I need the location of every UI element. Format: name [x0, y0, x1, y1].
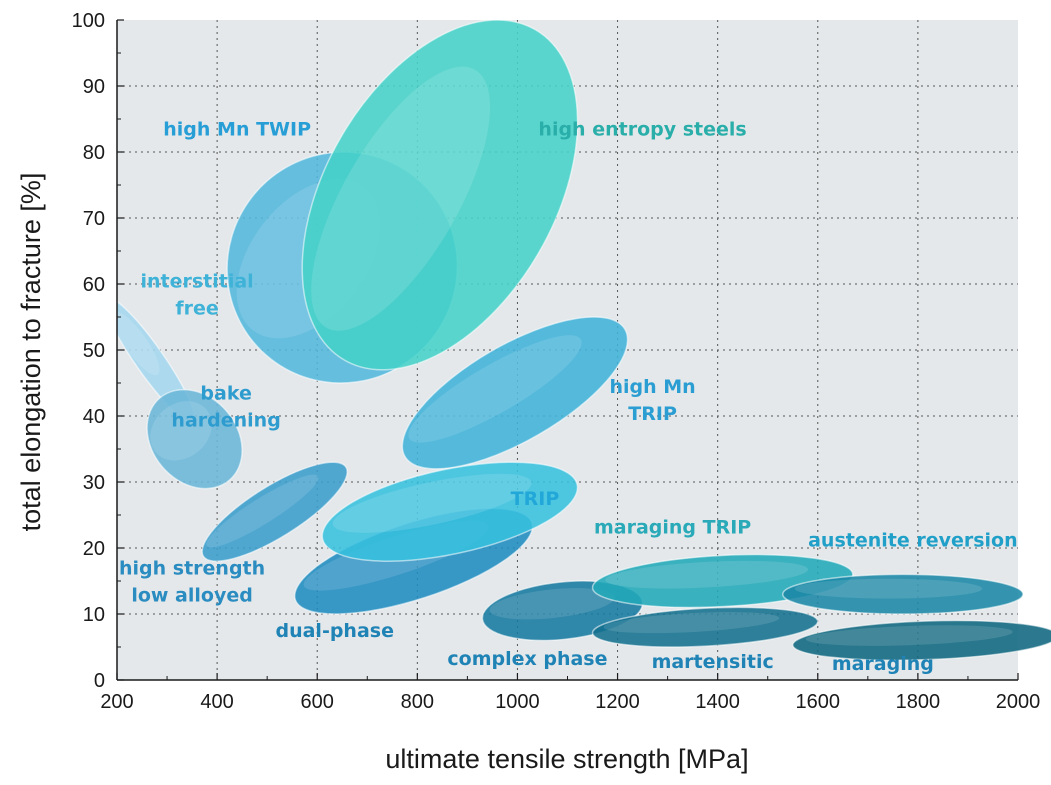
region-bake-hardening — [146, 388, 243, 490]
y-tick-label: 100 — [72, 10, 105, 32]
region-label: high Mn TRIP — [609, 376, 695, 425]
y-tick-label: 50 — [83, 340, 105, 362]
region-label: high strength low alloyed — [119, 557, 265, 606]
region-highlight — [605, 560, 809, 589]
region-highlight — [117, 311, 160, 376]
region-ellipse — [201, 461, 349, 562]
region-label: maraging — [832, 653, 934, 675]
y-tick-label: 30 — [83, 472, 105, 494]
y-tick-label: 70 — [83, 208, 105, 230]
region-label-line: complex phase — [447, 648, 607, 670]
x-tick-label: 1600 — [796, 691, 841, 713]
region-label: high entropy steels — [538, 119, 746, 141]
y-axis-title: total elongation to fracture [%] — [16, 173, 46, 532]
region-highlight — [206, 474, 319, 548]
region-label-line: high Mn TWIP — [163, 119, 311, 141]
region-label-line: hardening — [171, 410, 280, 432]
x-tick-label: 2000 — [996, 691, 1041, 713]
y-tick-label: 40 — [83, 406, 105, 428]
region-label: complex phase — [447, 648, 607, 670]
region-label: austenite reversion — [808, 530, 1018, 552]
y-tick-label: 90 — [83, 76, 105, 98]
region-ellipse — [146, 388, 243, 490]
x-tick-label: 1400 — [695, 691, 740, 713]
y-tick-label: 20 — [83, 538, 105, 560]
y-tick-label: 80 — [83, 142, 105, 164]
region-label-line: free — [175, 297, 218, 319]
region-label-line: martensitic — [652, 651, 774, 673]
region-highlight — [794, 578, 983, 599]
x-axis-title: ultimate tensile strength [MPa] — [385, 744, 748, 774]
region-martensitic — [591, 606, 819, 648]
x-tick-label: 1800 — [896, 691, 941, 713]
region-label-line: low alloyed — [131, 584, 253, 606]
region-label-line: TRIP — [628, 403, 677, 425]
y-tick-label: 0 — [94, 670, 105, 692]
region-label: maraging TRIP — [594, 516, 751, 538]
x-tick-label: 1000 — [495, 691, 540, 713]
region-trip — [321, 461, 579, 562]
region-austenite-reversion — [781, 573, 1024, 615]
region-label-line: TRIP — [511, 488, 560, 510]
region-ellipse — [781, 573, 1024, 615]
region-highlight — [150, 401, 212, 461]
y-tick-label: 10 — [83, 604, 105, 626]
region-label-line: dual-phase — [275, 620, 394, 642]
regions — [117, 20, 1051, 661]
region-ellipse — [321, 461, 579, 562]
region-ellipse — [401, 316, 629, 470]
region-high-mn-trip — [401, 316, 629, 470]
region-label-line: high entropy steels — [538, 119, 746, 141]
region-label: dual-phase — [275, 620, 394, 642]
x-tick-label: 600 — [301, 691, 334, 713]
region-highlight — [332, 473, 532, 533]
region-labels: interstitial free bake hardening high streng… — [119, 119, 1018, 676]
region-label-line: interstitial — [140, 270, 253, 292]
axes — [116, 19, 1019, 681]
x-tick-label: 400 — [200, 691, 233, 713]
region-label: bake hardening — [171, 383, 280, 432]
region-ellipse — [301, 20, 579, 371]
region-label-line: maraging TRIP — [594, 516, 751, 538]
region-label-line: maraging — [832, 653, 934, 675]
region-label: high Mn TWIP — [163, 119, 311, 141]
region-label-line: high strength — [119, 557, 265, 579]
region-ellipse — [791, 619, 1051, 661]
region-high-strength-low-alloyed — [201, 461, 349, 562]
region-label: interstitial free — [140, 270, 253, 319]
y-tick-label: 60 — [83, 274, 105, 296]
region-highlight — [408, 335, 582, 443]
region-label: martensitic — [652, 651, 774, 673]
x-tick-label: 200 — [100, 691, 133, 713]
tick-labels: 200 400 600 800 1000 1200 1400 1600 1800 2000 0 10 2… — [72, 10, 1041, 713]
region-high-entropy-steels — [301, 20, 579, 371]
region-label-line: bake — [200, 383, 251, 405]
region-maraging — [791, 619, 1051, 661]
region-ellipse — [591, 606, 819, 648]
region-label: TRIP — [511, 488, 560, 510]
region-highlight — [603, 612, 780, 634]
region-label-line: austenite reversion — [808, 530, 1018, 552]
region-label-line: high Mn — [609, 376, 695, 398]
region-highlight — [489, 588, 615, 620]
region-highlight — [311, 66, 491, 331]
region-highlight — [805, 625, 1013, 646]
x-tick-label: 800 — [401, 691, 434, 713]
x-tick-label: 1200 — [595, 691, 640, 713]
